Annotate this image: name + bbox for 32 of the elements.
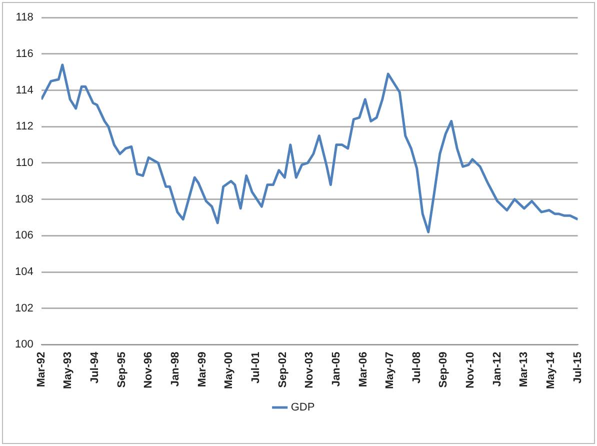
y-tick-label: 110 xyxy=(16,157,34,170)
x-tick-label: Sep-09 xyxy=(438,352,450,388)
x-tick-label: Mar-92 xyxy=(35,352,48,388)
y-tick-label: 104 xyxy=(14,266,34,278)
x-tick-label: Jul-08 xyxy=(410,352,423,384)
x-tick-label: May-14 xyxy=(545,350,558,389)
x-tick-label: Nov-03 xyxy=(304,352,316,388)
x-tick-label: Jul-01 xyxy=(250,352,262,384)
x-tick-label: May-93 xyxy=(62,352,74,389)
x-tick-label: Jan-12 xyxy=(491,352,504,387)
x-tick-label: Sep-95 xyxy=(116,352,128,388)
legend-label: GDP xyxy=(290,402,315,414)
y-tick-label: 118 xyxy=(16,12,34,24)
x-tick-label: Mar-13 xyxy=(518,352,530,388)
x-tick-label: Nov-10 xyxy=(464,352,477,388)
x-tick-label: May-07 xyxy=(384,352,396,389)
x-tick-label: Jan-98 xyxy=(169,352,182,387)
x-tick-label: May-00 xyxy=(223,352,236,389)
x-tick-label: Jul-94 xyxy=(89,350,102,384)
x-tick-label: Sep-02 xyxy=(276,352,289,388)
x-tick-label: Jul-15 xyxy=(572,352,584,384)
y-tick-label: 106 xyxy=(14,230,34,242)
y-tick-label: 108 xyxy=(14,193,34,206)
y-tick-label: 114 xyxy=(16,84,34,96)
x-tick-label: Jan-05 xyxy=(330,352,342,387)
x-tick-label: Mar-06 xyxy=(357,352,370,388)
y-tick-label: 102 xyxy=(14,302,34,314)
x-tick-label: Mar-99 xyxy=(196,352,208,388)
y-tick-label: 116 xyxy=(16,48,34,60)
x-tick-label: Nov-96 xyxy=(142,352,155,388)
y-tick-label: 112 xyxy=(16,120,34,133)
y-tick-label: 100 xyxy=(14,338,34,351)
